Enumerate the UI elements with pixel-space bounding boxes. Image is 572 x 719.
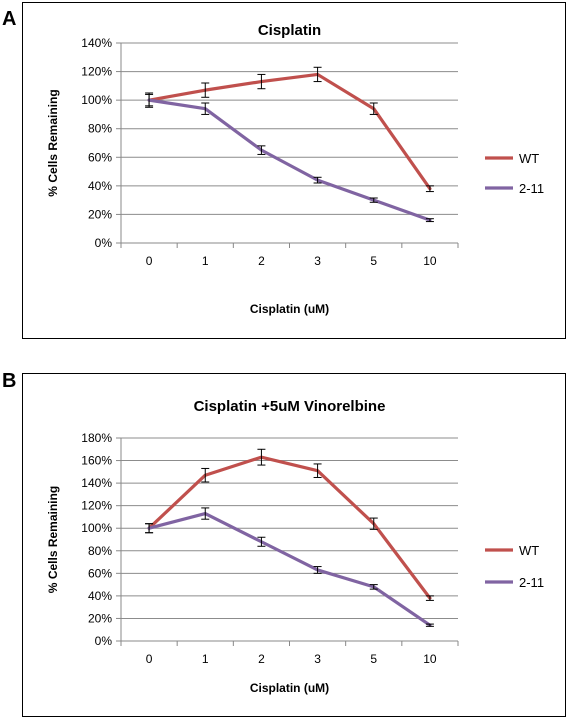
x-tick-label: 3 [314, 254, 321, 268]
x-axis-label: Cisplatin (uM) [250, 302, 329, 316]
y-tick-label: 60% [88, 150, 112, 164]
y-tick-label: 0% [95, 236, 113, 250]
y-tick-label: 20% [88, 207, 112, 221]
error-bar [369, 517, 378, 530]
y-tick-label: 120% [81, 65, 112, 79]
x-tick-label: 3 [314, 652, 321, 666]
legend-label-2-11: 2-11 [519, 575, 544, 590]
legend-label-2-11: 2-11 [519, 181, 544, 196]
error-bar [257, 536, 266, 547]
y-tick-label: 20% [88, 611, 112, 625]
error-bar [257, 448, 266, 466]
y-tick-label: 120% [81, 499, 112, 513]
y-tick-label: 100% [81, 93, 112, 107]
x-tick-label: 1 [202, 254, 209, 268]
chart-title: Cisplatin [258, 22, 321, 39]
x-tick-label: 2 [258, 652, 265, 666]
x-tick-label: 5 [370, 254, 377, 268]
error-bar [313, 176, 322, 184]
error-bar [313, 463, 322, 478]
error-bar [257, 73, 266, 90]
x-tick-label: 0 [146, 254, 153, 268]
y-tick-label: 100% [81, 521, 112, 535]
legend-label-WT: WT [519, 151, 539, 166]
error-bar [257, 145, 266, 155]
y-axis-label: % Cells Remaining [46, 89, 60, 196]
error-bar [313, 566, 322, 574]
y-tick-label: 0% [95, 634, 113, 648]
error-bar [201, 507, 210, 520]
y-tick-label: 160% [81, 454, 112, 468]
error-bar [313, 66, 322, 83]
y-tick-label: 80% [88, 122, 112, 136]
x-tick-label: 5 [370, 652, 377, 666]
x-axis-label: Cisplatin (uM) [250, 681, 329, 695]
error-bar [425, 185, 434, 193]
y-axis-label: % Cells Remaining [46, 486, 60, 593]
legend-label-WT: WT [519, 543, 539, 558]
chart-title: Cisplatin +5uM Vinorelbine [194, 398, 386, 415]
error-bar [425, 218, 434, 223]
chart-panel-b: Cisplatin +5uM Vinorelbine 0% 20% 40% 60% 80%… [22, 373, 566, 717]
series-line-2-11 [147, 98, 432, 222]
x-tick-label: 10 [423, 652, 437, 666]
x-tick-label: 0 [146, 652, 153, 666]
error-bar [425, 595, 434, 601]
series-line-WT [147, 72, 432, 191]
error-bar [145, 93, 154, 107]
chart-panel-a: Cisplatin 0% 20% 40% 60% 80% 100% 120% 140% 0 1 2 3 5… [22, 2, 566, 339]
error-bar [425, 623, 434, 627]
error-bar [201, 82, 210, 98]
error-bar [145, 523, 154, 534]
y-tick-label: 180% [81, 431, 112, 445]
series-line-WT [147, 455, 432, 600]
panel-a-letter: A [2, 8, 17, 30]
y-tick-label: 80% [88, 544, 112, 558]
panel-b-letter: B [2, 370, 17, 392]
chart-a: Cisplatin 0% 20% 40% 60% 80% 100% 120% 140% 0 1 2 3 5… [46, 22, 544, 316]
x-tick-label: 1 [202, 652, 209, 666]
error-bar [201, 467, 210, 483]
y-tick-label: 40% [88, 179, 112, 193]
error-bar [369, 584, 378, 590]
y-tick-label: 140% [81, 476, 112, 490]
error-bar [369, 102, 378, 115]
y-tick-label: 60% [88, 566, 112, 580]
chart-b: Cisplatin +5uM Vinorelbine 0% 20% 40% 60% 80%… [46, 398, 544, 695]
series-line-2-11 [147, 511, 432, 627]
error-bar [369, 197, 378, 203]
x-tick-label: 10 [423, 254, 437, 268]
y-tick-label: 140% [81, 36, 112, 50]
x-tick-label: 2 [258, 254, 265, 268]
error-bar [201, 102, 210, 115]
y-tick-label: 40% [88, 589, 112, 603]
